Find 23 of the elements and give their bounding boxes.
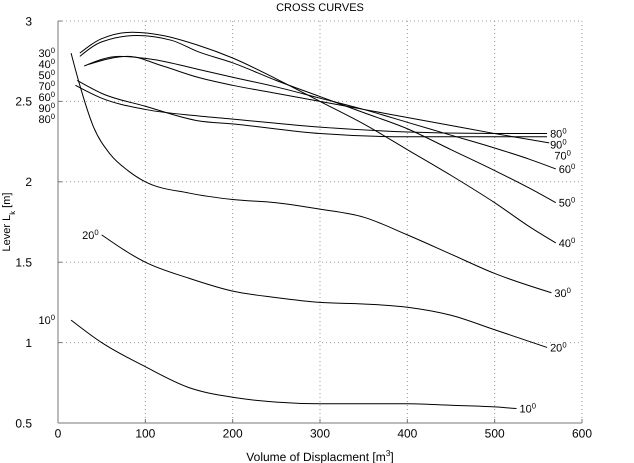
x-tick-label: 500 (484, 426, 505, 441)
y-tick-label: 2 (25, 175, 32, 190)
series-label: 40$^{0}$ (558, 235, 576, 250)
y-tick-label: 0.5 (15, 416, 32, 430)
y-tick-label: 3 (25, 14, 32, 28)
x-tick-label: 0 (54, 426, 62, 441)
chart-title: CROSS CURVES (275, 2, 365, 14)
x-tick-label: 200 (222, 426, 243, 441)
x-tick-label: 400 (397, 426, 418, 441)
text: 20$^{0}$ (550, 340, 567, 354)
series-label: 60$^{0}$ (558, 161, 576, 176)
text: 10$^{0}$ (38, 312, 55, 328)
series-label: 30$^{0}$ (554, 285, 571, 300)
series-label: 10$^{0}$ (520, 401, 536, 416)
y-tick-label: 1 (25, 336, 32, 350)
x-tick-label: 100 (135, 426, 156, 441)
y-tick-label: 1.5 (15, 255, 32, 270)
y-tick-label: 2.5 (15, 94, 32, 109)
x-tick-label: 300 (310, 426, 330, 441)
text: 80$^{0}$ (38, 112, 55, 126)
x-tick-label: 600 (572, 426, 592, 441)
series-label: 50$^{0}$ (558, 195, 576, 210)
series-label: 20$^{0}$ (82, 227, 99, 242)
